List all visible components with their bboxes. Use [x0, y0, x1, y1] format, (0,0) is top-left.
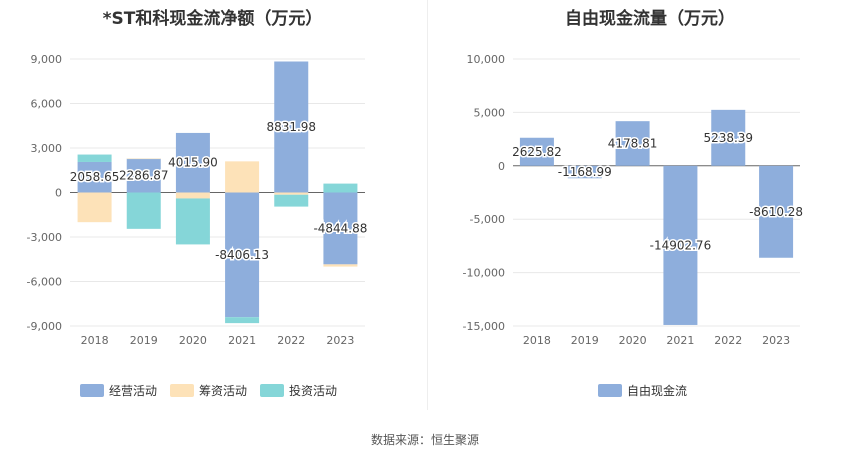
x-tick-label: 2018: [81, 334, 109, 347]
bar-投资活动-2022: [274, 194, 309, 207]
data-source-note: 数据来源：恒生聚源: [370, 433, 479, 447]
bar-筹资活动-2023: [323, 264, 358, 267]
x-tick-label: 2018: [523, 334, 551, 347]
legend-swatch: [80, 384, 104, 397]
bar-经营活动-2018: [77, 161, 112, 193]
x-tick-label: 2023: [762, 334, 790, 347]
data-label: 8831.98: [266, 120, 316, 134]
y-tick-label: -9,000: [27, 320, 62, 333]
bar-经营活动-2020: [175, 132, 210, 193]
legend-swatch: [170, 384, 194, 397]
bar-自由现金流-2019: [567, 165, 602, 179]
legend-label: 投资活动: [289, 383, 337, 398]
y-tick-label: -3,000: [27, 231, 62, 244]
y-tick-label: 0: [498, 160, 505, 173]
bar-投资活动-2018: [77, 154, 112, 162]
bar-投资活动-2019: [126, 192, 161, 229]
x-tick-label: 2023: [326, 334, 354, 347]
y-tick-label: -6,000: [27, 276, 62, 289]
y-tick-label: 6,000: [31, 98, 63, 111]
legend-swatch: [598, 384, 622, 397]
data-label: 2058.65: [70, 170, 120, 184]
x-tick-label: 2019: [130, 334, 158, 347]
x-tick-label: 2021: [666, 334, 694, 347]
x-tick-label: 2022: [277, 334, 305, 347]
y-tick-label: 10,000: [467, 53, 506, 66]
legend-swatch: [260, 384, 284, 397]
data-label: -14902.76: [650, 238, 712, 252]
x-tick-label: 2020: [179, 334, 207, 347]
data-label: 4178.81: [608, 136, 658, 150]
bar-筹资活动-2019: [126, 158, 161, 160]
data-label: 2286.87: [119, 169, 169, 183]
bar-经营活动-2019: [126, 158, 161, 193]
bar-筹资活动-2020: [175, 192, 210, 199]
panel-divider: [427, 0, 428, 410]
bar-投资活动-2020: [175, 198, 210, 245]
bar-投资活动-2021: [225, 317, 260, 324]
x-tick-label: 2020: [619, 334, 647, 347]
y-tick-label: -15,000: [463, 320, 505, 333]
legend-label: 自由现金流: [627, 383, 687, 398]
x-tick-label: 2019: [571, 334, 599, 347]
legend-label: 经营活动: [109, 384, 157, 398]
y-tick-label: -5,000: [470, 213, 505, 226]
right-chart-title: 自由现金流量（万元）: [565, 9, 735, 29]
x-tick-label: 2022: [714, 334, 742, 347]
bar-筹资活动-2018: [77, 192, 112, 223]
bar-投资活动-2023: [323, 183, 358, 193]
data-label: 4015.90: [168, 156, 218, 170]
bar-筹资活动-2022: [274, 192, 309, 195]
bar-经营活动-2023: [323, 192, 358, 265]
legend-label: 筹资活动: [199, 384, 247, 398]
y-tick-label: 9,000: [31, 53, 63, 66]
y-tick-label: 3,000: [31, 142, 63, 155]
y-tick-label: -10,000: [463, 267, 505, 280]
data-label: 5238.39: [703, 131, 753, 145]
bar-自由现金流-2020: [615, 121, 650, 166]
y-tick-label: 0: [55, 187, 62, 200]
data-label: -4844.88: [313, 221, 367, 235]
left-chart-title: *ST和科现金流净额（万元）: [102, 9, 323, 29]
bar-筹资活动-2021: [225, 161, 260, 193]
x-tick-label: 2021: [228, 334, 256, 347]
bar-自由现金流-2021: [663, 165, 698, 325]
data-label: -8406.13: [215, 248, 269, 262]
bar-经营活动-2022: [274, 61, 309, 193]
data-label: -8610.28: [749, 205, 803, 219]
data-label: 2625.82: [512, 145, 562, 159]
y-tick-label: 5,000: [474, 106, 506, 119]
bar-经营活动-2021: [225, 192, 260, 318]
data-label: -1168.99: [558, 165, 612, 179]
bar-自由现金流-2023: [759, 165, 794, 258]
bar-自由现金流-2022: [711, 109, 746, 166]
bar-自由现金流-2018: [519, 137, 554, 166]
